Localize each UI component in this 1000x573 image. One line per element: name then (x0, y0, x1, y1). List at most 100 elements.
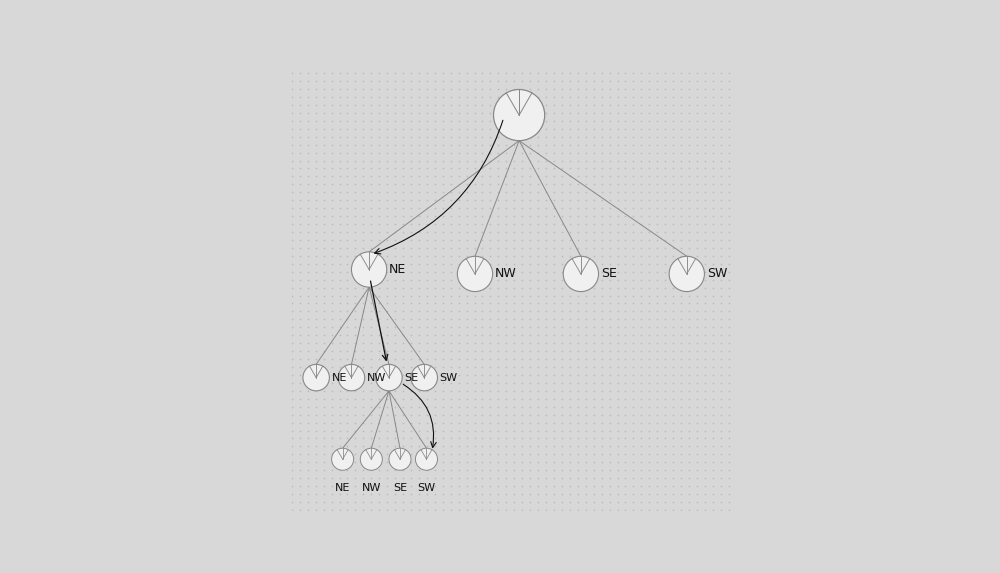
Point (530, 188, 546, 197)
Point (657, 458, 673, 467)
Point (292, 124, 308, 134)
Point (403, 474, 419, 483)
Point (570, 497, 586, 507)
Point (657, 108, 673, 117)
Point (435, 267, 451, 276)
Point (339, 458, 355, 467)
Point (411, 116, 427, 125)
Point (284, 140, 300, 149)
Point (610, 108, 626, 117)
Point (482, 410, 498, 419)
Point (594, 418, 610, 427)
Point (308, 402, 324, 411)
Point (610, 172, 626, 181)
Point (546, 505, 562, 515)
Point (292, 394, 308, 403)
Point (284, 203, 300, 213)
Point (387, 84, 403, 93)
Point (459, 140, 475, 149)
Point (665, 69, 681, 78)
Point (474, 267, 490, 276)
Point (602, 227, 618, 237)
Point (498, 299, 514, 308)
Point (371, 434, 387, 443)
Point (451, 466, 467, 475)
Point (284, 148, 300, 157)
Point (538, 188, 554, 197)
Point (498, 172, 514, 181)
Point (562, 267, 578, 276)
Point (332, 323, 348, 332)
Point (673, 275, 689, 284)
Point (316, 418, 332, 427)
Point (689, 188, 705, 197)
Point (339, 434, 355, 443)
Point (498, 244, 514, 253)
Point (697, 370, 713, 379)
Point (379, 418, 395, 427)
Point (506, 339, 522, 348)
Point (411, 386, 427, 395)
Point (681, 450, 697, 459)
Circle shape (351, 252, 387, 287)
Point (633, 474, 649, 483)
Point (451, 315, 467, 324)
Point (546, 172, 562, 181)
Point (403, 450, 419, 459)
Point (538, 474, 554, 483)
Point (713, 132, 729, 142)
Point (554, 195, 570, 205)
Point (633, 116, 649, 125)
Point (339, 450, 355, 459)
Point (697, 481, 713, 490)
Point (316, 180, 332, 189)
Point (482, 378, 498, 387)
Point (498, 164, 514, 173)
Point (570, 132, 586, 142)
Point (562, 140, 578, 149)
Point (284, 323, 300, 332)
Point (578, 442, 594, 451)
Point (427, 236, 443, 245)
Point (578, 140, 594, 149)
Point (316, 291, 332, 300)
Point (379, 481, 395, 490)
Point (530, 164, 546, 173)
Point (459, 489, 475, 499)
Point (506, 244, 522, 253)
Point (570, 267, 586, 276)
Point (419, 355, 435, 364)
Point (538, 458, 554, 467)
Point (625, 489, 641, 499)
Point (443, 299, 459, 308)
Point (427, 84, 443, 93)
Point (586, 124, 602, 134)
Point (324, 299, 340, 308)
Point (673, 386, 689, 395)
Point (594, 211, 610, 221)
Point (546, 466, 562, 475)
Point (387, 69, 403, 78)
Point (522, 339, 538, 348)
Point (586, 259, 602, 268)
Point (673, 100, 689, 109)
Point (705, 426, 721, 435)
Point (292, 219, 308, 229)
Point (490, 116, 506, 125)
Point (355, 116, 371, 125)
Point (347, 92, 363, 101)
Point (705, 474, 721, 483)
Point (459, 267, 475, 276)
Point (284, 219, 300, 229)
Point (308, 426, 324, 435)
Point (395, 466, 411, 475)
Text: NE: NE (389, 263, 406, 276)
Point (506, 394, 522, 403)
Point (721, 259, 737, 268)
Point (721, 211, 737, 221)
Point (387, 172, 403, 181)
Point (292, 156, 308, 165)
Point (411, 418, 427, 427)
Point (578, 219, 594, 229)
Point (395, 410, 411, 419)
